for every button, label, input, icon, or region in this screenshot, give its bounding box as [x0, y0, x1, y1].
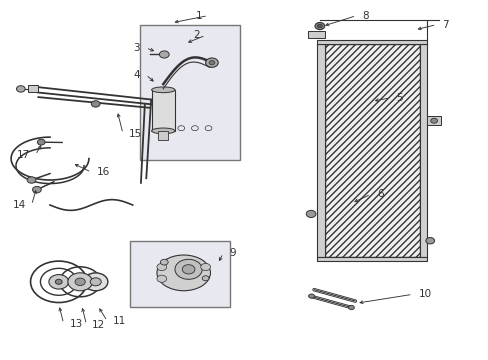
Circle shape — [430, 118, 437, 123]
Text: 1: 1 — [195, 11, 202, 21]
Circle shape — [157, 264, 166, 271]
Circle shape — [157, 275, 166, 282]
Circle shape — [75, 278, 85, 285]
Circle shape — [201, 264, 210, 271]
Text: 17: 17 — [16, 150, 30, 160]
Text: 11: 11 — [113, 316, 126, 326]
Circle shape — [160, 259, 168, 265]
Text: 10: 10 — [418, 289, 431, 299]
Text: 14: 14 — [12, 200, 26, 210]
Text: 6: 6 — [376, 189, 383, 199]
Circle shape — [91, 101, 100, 107]
Bar — [317, 257, 426, 261]
Text: 7: 7 — [442, 19, 448, 30]
Circle shape — [348, 305, 354, 310]
Bar — [419, 44, 426, 257]
Ellipse shape — [151, 128, 175, 134]
Circle shape — [49, 275, 68, 289]
Circle shape — [175, 259, 202, 279]
Text: 16: 16 — [97, 167, 110, 177]
Circle shape — [55, 279, 62, 284]
Circle shape — [205, 58, 218, 67]
Bar — [151, 90, 175, 131]
Circle shape — [208, 60, 214, 65]
Bar — [426, 116, 441, 125]
Circle shape — [182, 265, 195, 274]
Text: 3: 3 — [133, 43, 140, 53]
Circle shape — [314, 22, 324, 30]
Bar — [158, 131, 168, 140]
Text: 13: 13 — [69, 319, 82, 329]
Text: 5: 5 — [395, 93, 402, 103]
Circle shape — [308, 294, 314, 298]
Text: 4: 4 — [133, 69, 140, 80]
Circle shape — [68, 273, 92, 291]
Bar — [307, 31, 324, 38]
Circle shape — [159, 51, 169, 58]
Ellipse shape — [151, 87, 175, 93]
Text: 15: 15 — [128, 129, 142, 139]
Circle shape — [83, 273, 108, 291]
Circle shape — [305, 210, 315, 217]
Text: 2: 2 — [193, 30, 200, 40]
Bar — [130, 241, 229, 307]
Circle shape — [90, 278, 101, 286]
Circle shape — [317, 24, 322, 28]
Circle shape — [37, 139, 45, 145]
Text: 12: 12 — [92, 320, 105, 330]
Bar — [317, 40, 426, 44]
Bar — [317, 44, 324, 257]
Bar — [324, 44, 419, 257]
Bar — [28, 85, 38, 93]
Ellipse shape — [157, 255, 210, 291]
Text: 9: 9 — [228, 248, 235, 258]
Circle shape — [17, 86, 25, 92]
Text: 8: 8 — [362, 11, 368, 21]
Circle shape — [32, 186, 41, 193]
Circle shape — [202, 276, 208, 281]
Bar — [140, 24, 239, 160]
Circle shape — [425, 238, 434, 244]
Circle shape — [27, 177, 36, 183]
